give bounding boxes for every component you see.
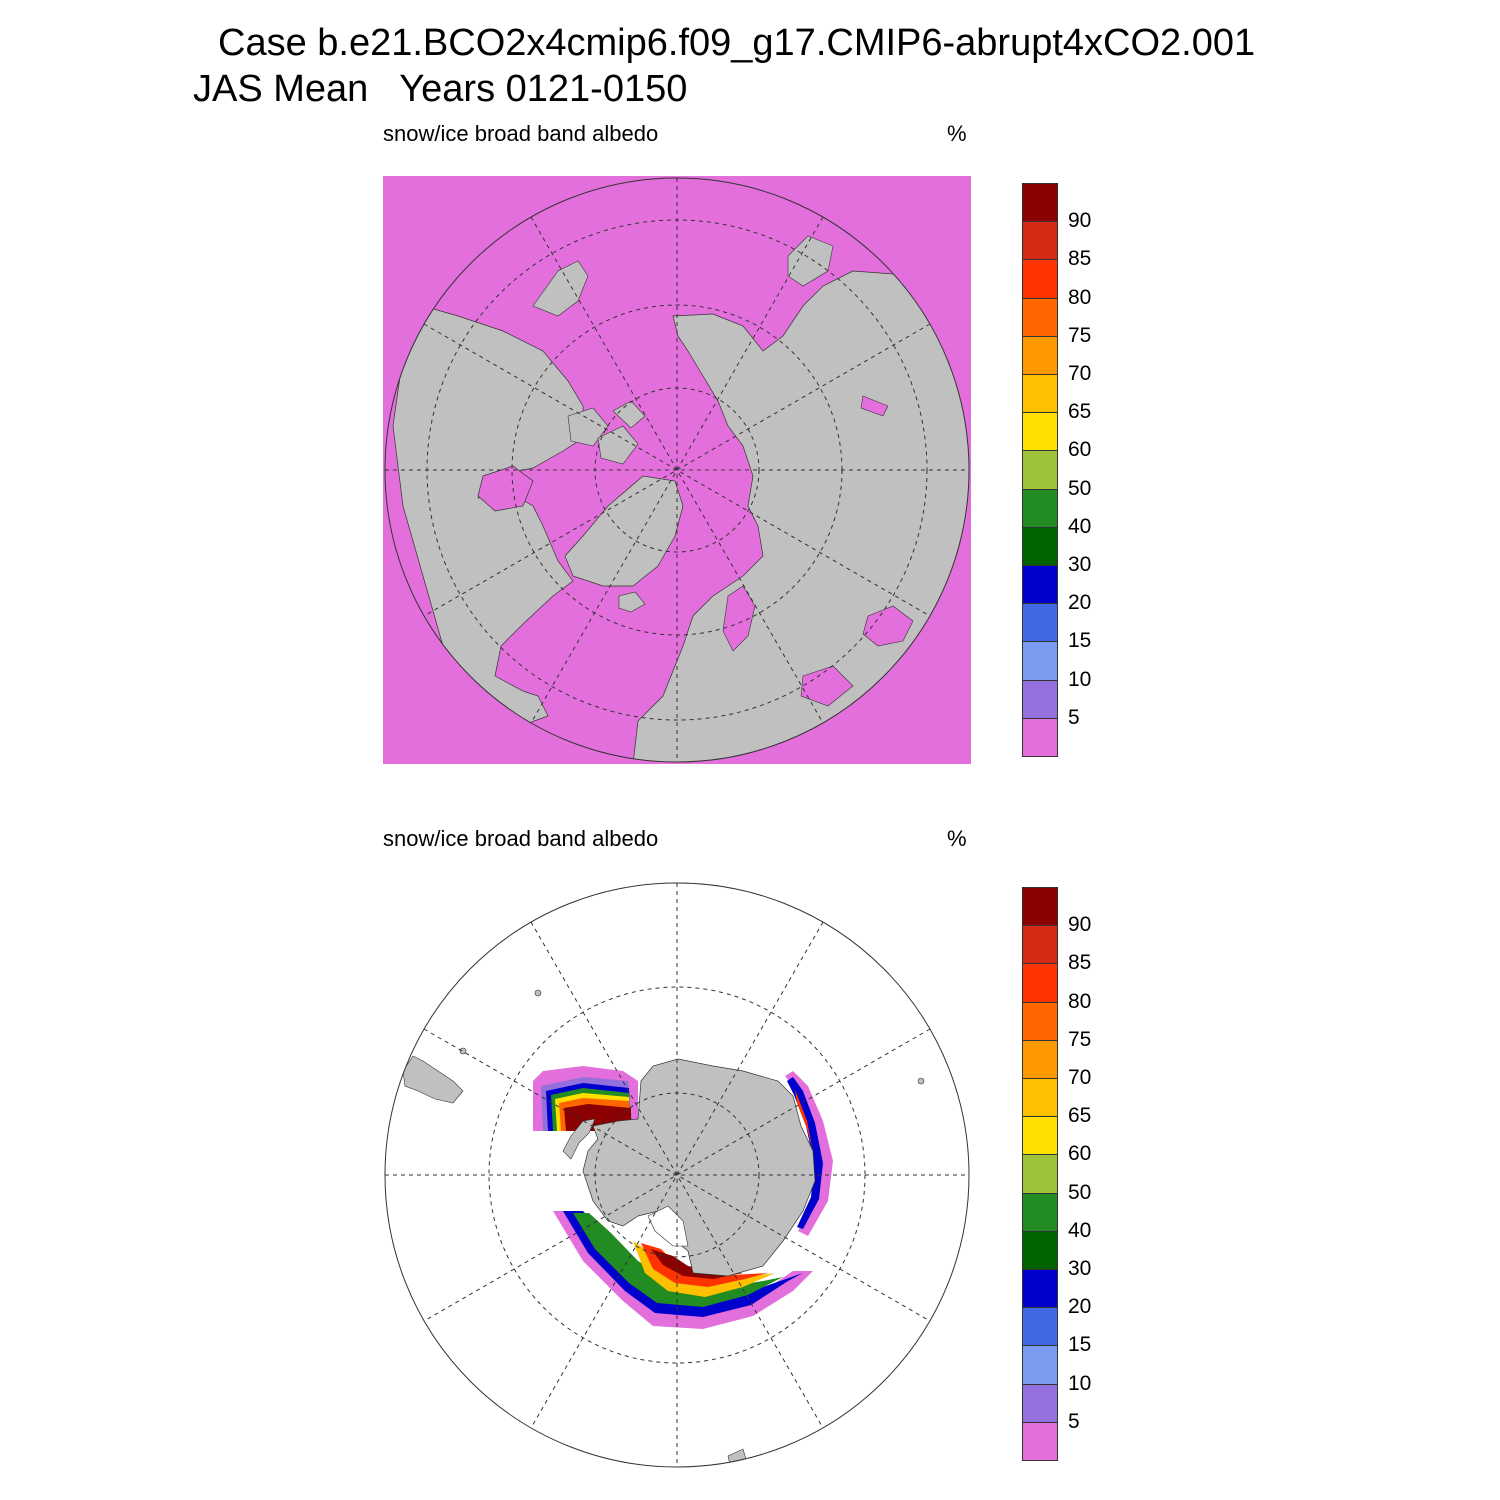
colorbar-tick-label: 15: [1068, 1333, 1092, 1357]
colorbar-swatch: [1023, 221, 1057, 260]
ross-ice-shelf: [647, 1205, 689, 1247]
mediterranean-sea: [800, 665, 854, 707]
colorbar-tick-label: 80: [1068, 285, 1092, 309]
colorbar-swatch: [1023, 963, 1057, 1002]
black-sea: [862, 605, 914, 647]
colorbar-swatch: [1023, 526, 1057, 565]
north-panel-label: snow/ice broad band albedo: [383, 121, 659, 146]
colorbar-swatch: [1023, 717, 1057, 756]
colorbar-tick-label: 90: [1068, 209, 1092, 233]
south-map-boundary: [384, 882, 970, 1468]
north-landmasses: [392, 235, 969, 762]
colorbar-tick-label: 65: [1068, 400, 1092, 424]
north-map-boundary: [384, 177, 970, 763]
north-graticule: [385, 178, 969, 762]
colorbar-tick-label: 90: [1068, 913, 1092, 937]
colorbar-tick-label: 50: [1068, 1180, 1092, 1204]
south-panel-units: %: [947, 826, 967, 851]
north-polar-map: [383, 176, 971, 764]
colorbar-tick-label: 75: [1068, 1027, 1092, 1051]
colorbar-tick-label: 5: [1068, 1409, 1080, 1433]
south-america-tip: [402, 1055, 464, 1104]
colorbar-tick-label: 15: [1068, 629, 1092, 653]
alaska-peninsula: [532, 260, 589, 317]
colorbar-tick-label: 70: [1068, 362, 1092, 385]
east-ice-edge: [785, 1071, 833, 1236]
colorbar-tick-label: 80: [1068, 989, 1092, 1013]
colorbar-swatch: [1023, 1078, 1057, 1117]
colorbar-swatch: [1023, 335, 1057, 374]
colorbar-tick-label: 30: [1068, 1257, 1092, 1280]
colorbar-swatch: [1023, 1307, 1057, 1346]
colorbar-swatch: [1023, 887, 1057, 926]
ross-ice-band: [641, 1243, 768, 1287]
colorbar-swatch: [1023, 1001, 1057, 1040]
colorbar-tick-label: 60: [1068, 1142, 1092, 1166]
colorbar-swatch: [1023, 1421, 1057, 1460]
east-ice-band: [787, 1077, 823, 1229]
inland-sea: [860, 395, 889, 417]
colorbar-swatch: [1023, 679, 1057, 718]
arctic-island: [612, 400, 646, 429]
colorbar-box: [1022, 887, 1058, 1461]
colorbar-swatch: [1023, 603, 1057, 642]
south-panel-label: snow/ice broad band albedo: [383, 826, 659, 851]
antarctica: [582, 1058, 816, 1277]
arctic-island: [597, 425, 639, 465]
colorbar-tick-label: 20: [1068, 1295, 1092, 1319]
figure-title-period: JAS Mean Years 0121-0150: [193, 68, 688, 110]
figure-title-case: Case b.e21.BCO2x4cmip6.f09_g17.CMIP6-abr…: [218, 22, 1256, 64]
south-landmasses: [402, 989, 925, 1467]
colorbar-swatch: [1023, 1269, 1057, 1308]
small-island: [534, 989, 542, 997]
colorbar-tick-label: 65: [1068, 1104, 1092, 1128]
colorbar-swatch: [1023, 374, 1057, 413]
colorbar-swatch: [1023, 925, 1057, 964]
colorbar-tick-label: 5: [1068, 705, 1080, 729]
colorbar-swatch: [1023, 183, 1057, 222]
colorbar-tick-label: 75: [1068, 323, 1092, 347]
colorbar-tick-label: 85: [1068, 247, 1092, 271]
colorbar-tick-label: 20: [1068, 591, 1092, 615]
colorbar-swatch: [1023, 1154, 1057, 1193]
colorbar-swatch: [1023, 565, 1057, 604]
iceland: [618, 591, 646, 613]
south-polar-map: [384, 882, 970, 1468]
east-ice-band: [795, 1089, 813, 1151]
colorbar-swatch: [1023, 1230, 1057, 1269]
baltic-sea: [722, 585, 756, 652]
colorbar-tick-label: 50: [1068, 476, 1092, 500]
south-graticule: [385, 883, 969, 1467]
colorbar-tick-label: 40: [1068, 1218, 1092, 1242]
colorbar-swatch: [1023, 1116, 1057, 1155]
small-island: [917, 1077, 925, 1085]
colorbar-swatch: [1023, 412, 1057, 451]
colorbar-swatch: [1023, 450, 1057, 489]
south-sea-ice: [533, 1066, 833, 1329]
colorbar-swatch: [1023, 1039, 1057, 1078]
arctic-island: [567, 407, 609, 447]
colorbar-swatch: [1023, 488, 1057, 527]
colorbar-box: [1022, 183, 1058, 757]
colorbar-tick-label: 85: [1068, 951, 1092, 975]
colorbar-tick-label: 60: [1068, 438, 1092, 462]
colorbar-swatch: [1023, 641, 1057, 680]
hudson-bay: [477, 465, 534, 512]
colorbar-swatch: [1023, 297, 1057, 336]
colorbar-tick-label: 10: [1068, 667, 1092, 691]
colorbar-tick-label: 40: [1068, 514, 1092, 538]
colorbar-swatch: [1023, 1345, 1057, 1384]
colorbar-swatch: [1023, 1192, 1057, 1231]
small-island: [459, 1047, 467, 1055]
colorbar-swatch: [1023, 1383, 1057, 1422]
colorbar-tick-label: 10: [1068, 1371, 1092, 1395]
colorbar-swatch: [1023, 259, 1057, 298]
colorbar-tick-label: 30: [1068, 553, 1092, 576]
colorbar-tick-label: 70: [1068, 1066, 1092, 1089]
north-panel-units: %: [947, 121, 967, 146]
